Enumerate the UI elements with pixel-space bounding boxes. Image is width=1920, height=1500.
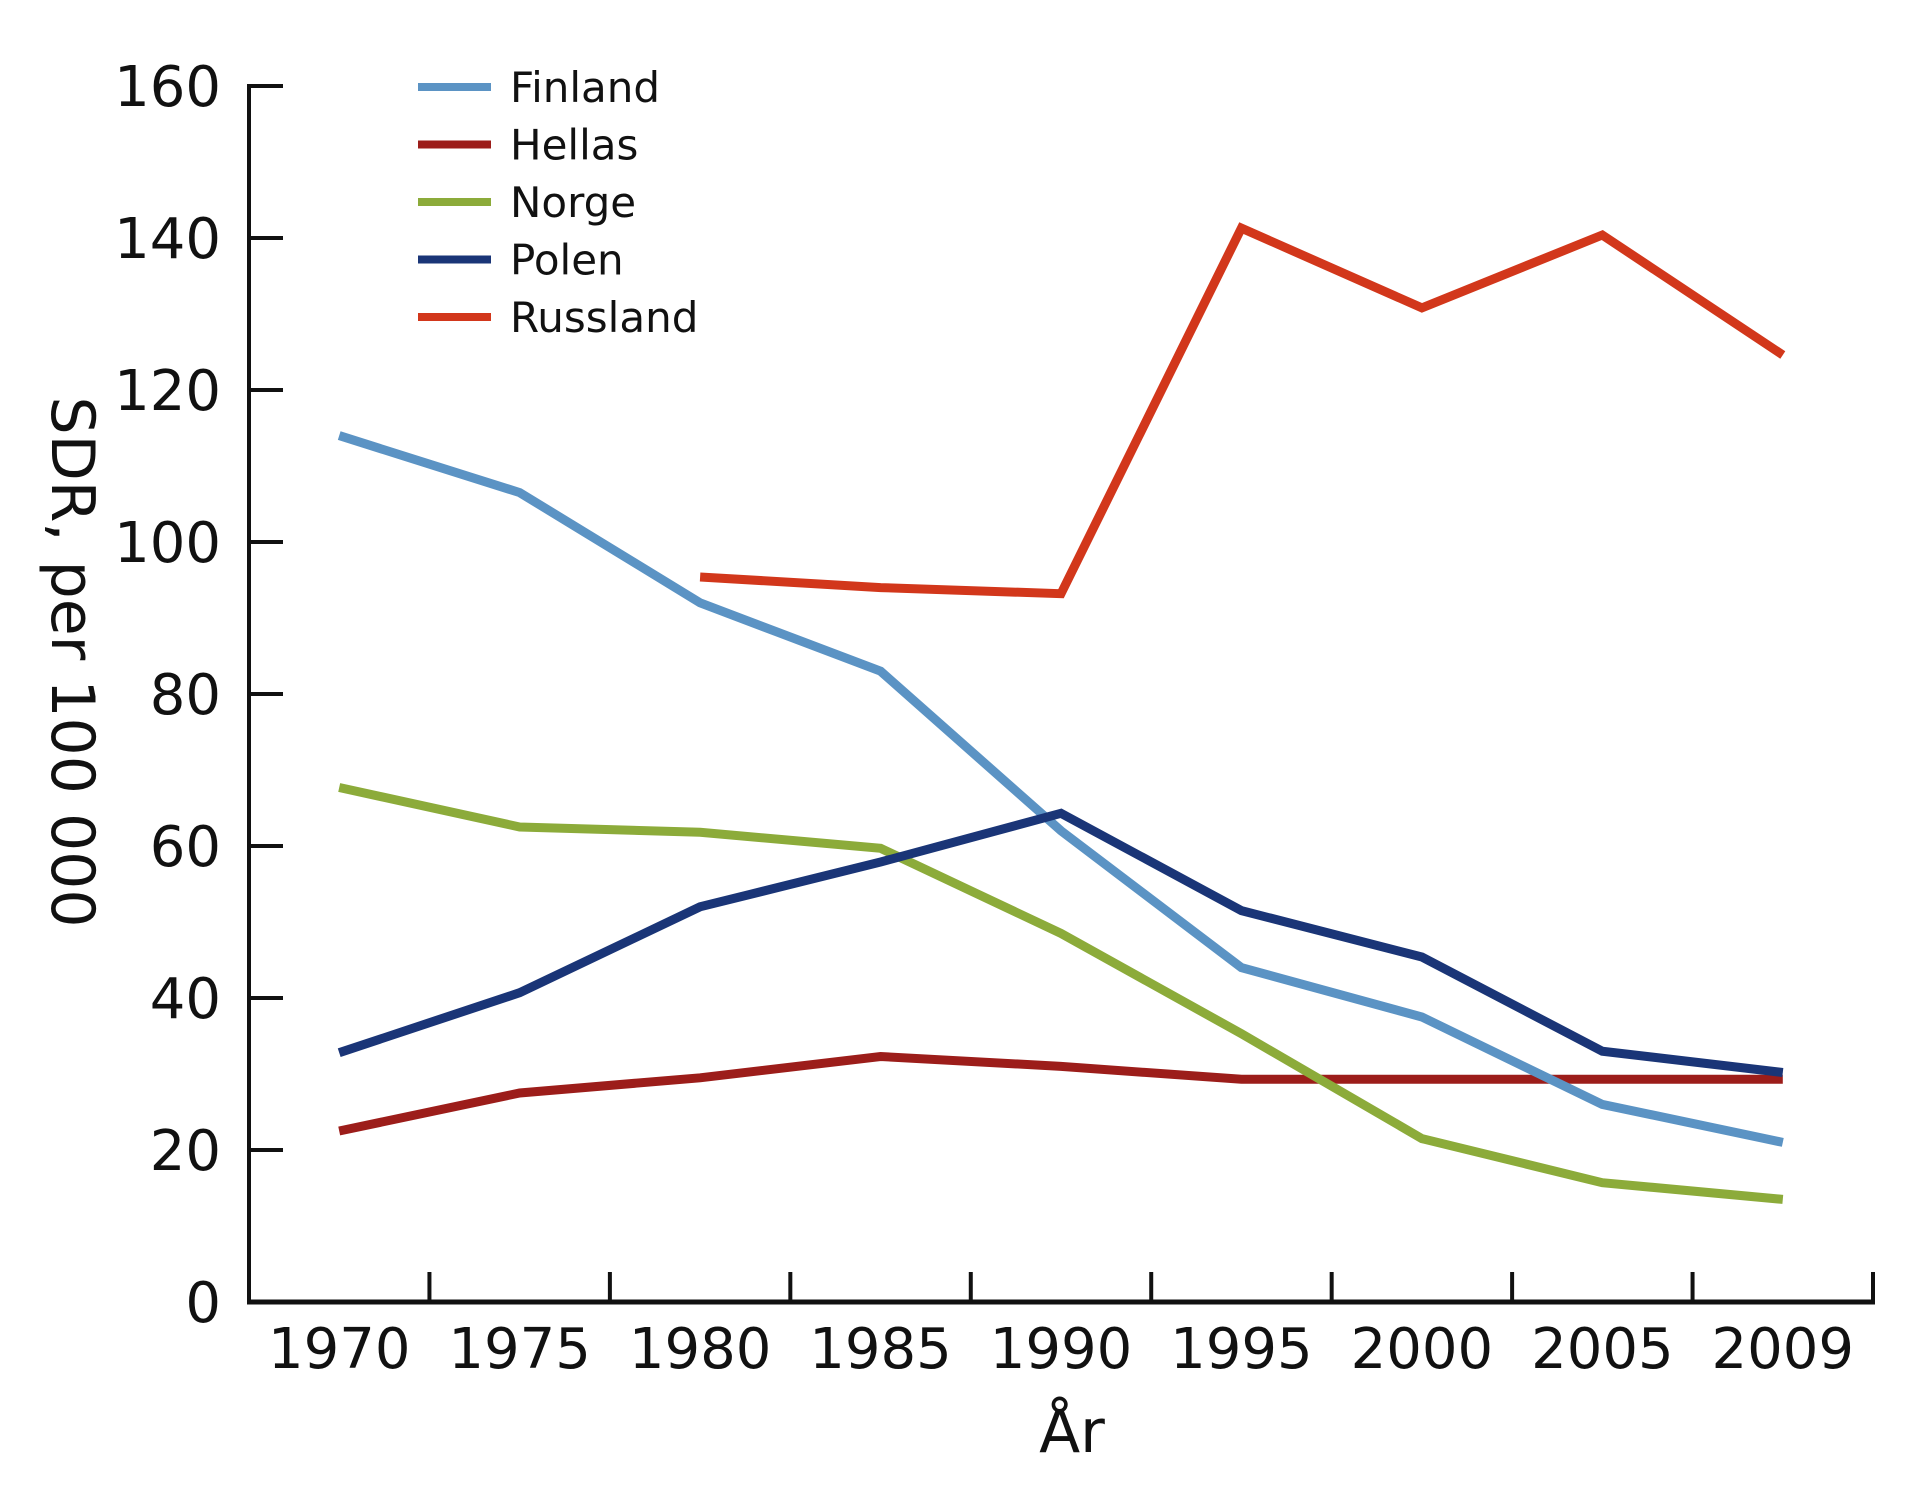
y-tick-label: 100 (114, 511, 221, 576)
y-tick-label: 140 (114, 207, 221, 272)
series-layer (337, 222, 1786, 1204)
y-tick-label: 20 (150, 1119, 221, 1184)
legend-label: Russland (510, 293, 698, 342)
legend-label: Norge (510, 178, 636, 227)
x-tick-label: 2009 (1712, 1317, 1855, 1382)
legend-item-russland: Russland (418, 293, 698, 342)
x-tick-label: 2005 (1531, 1317, 1674, 1382)
x-tick-label: 1980 (629, 1317, 772, 1382)
x-axis-title: År (1039, 1396, 1105, 1467)
series-line-polen (337, 808, 1784, 1077)
legend-label: Finland (510, 63, 660, 112)
y-axis-title: SDR, per 100 000 (37, 397, 107, 928)
y-tick-label: 40 (150, 967, 221, 1032)
legend-item-norge: Norge (418, 178, 636, 227)
x-tick-label: 2000 (1351, 1317, 1494, 1382)
x-tick-label: 1995 (1170, 1317, 1313, 1382)
y-tick-label: 160 (114, 55, 221, 120)
y-tick-label: 60 (150, 815, 221, 880)
x-tick-label: 1970 (268, 1317, 411, 1382)
x-tick-label: 1985 (809, 1317, 952, 1382)
series-line-russland (699, 222, 1786, 599)
y-tick-label: 0 (185, 1271, 221, 1336)
y-tick-label: 120 (114, 359, 221, 424)
x-tick-label: 1990 (990, 1317, 1133, 1382)
x-tick-label: 1975 (448, 1317, 591, 1382)
legend-label: Polen (510, 236, 624, 285)
legend: Finland Hellas Norge Polen Russland (418, 63, 698, 342)
series-line-norge (338, 783, 1784, 1204)
legend-item-hellas: Hellas (418, 121, 638, 170)
legend-item-finland: Finland (418, 63, 660, 112)
axes: 0 20 40 60 80 100 120 140 160 1970 1975 1980 1985 199… (114, 55, 1875, 1382)
legend-item-polen: Polen (418, 236, 624, 285)
series-line-hellas (338, 1051, 1783, 1136)
y-tick-label: 80 (150, 663, 221, 728)
legend-label: Hellas (510, 121, 638, 170)
